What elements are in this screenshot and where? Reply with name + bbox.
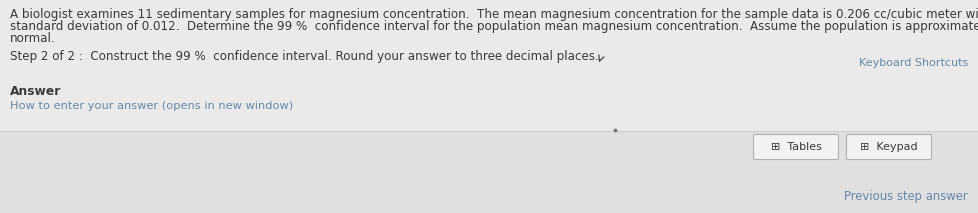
Text: A biologist examines 11 sedimentary samples for magnesium concentration.  The me: A biologist examines 11 sedimentary samp… <box>10 8 978 21</box>
Text: normal.: normal. <box>10 32 56 45</box>
Text: How to enter your answer (opens in new window): How to enter your answer (opens in new w… <box>10 101 292 111</box>
Text: ⊞  Tables: ⊞ Tables <box>770 142 821 152</box>
Text: Previous step answer: Previous step answer <box>843 190 967 203</box>
FancyBboxPatch shape <box>753 134 837 160</box>
Text: Answer: Answer <box>10 85 62 98</box>
Text: Step 2 of 2 :  Construct the 99 %  confidence interval. Round your answer to thr: Step 2 of 2 : Construct the 99 % confide… <box>10 50 599 63</box>
Bar <box>0 0 978 131</box>
Text: Keyboard Shortcuts: Keyboard Shortcuts <box>858 58 967 68</box>
Bar <box>0 131 978 213</box>
FancyBboxPatch shape <box>846 134 930 160</box>
Text: standard deviation of 0.012.  Determine the 99 %  confidence interval for the po: standard deviation of 0.012. Determine t… <box>10 20 978 33</box>
Text: ⊞  Keypad: ⊞ Keypad <box>860 142 916 152</box>
